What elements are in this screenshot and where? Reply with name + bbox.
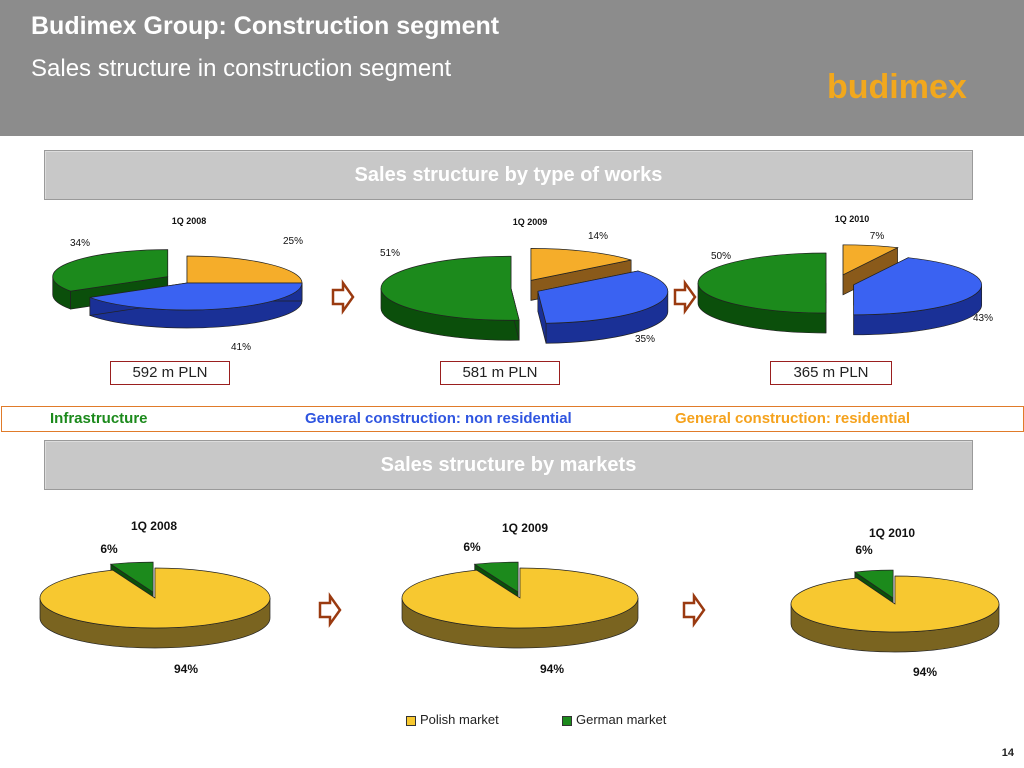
- legend-german-label: German market: [576, 712, 667, 727]
- arrow-icon: [673, 279, 697, 315]
- slice-top-german-market: [109, 561, 154, 593]
- markets-section-banner: Sales structure by markets: [44, 440, 973, 490]
- slice-top-general-construction-residential: [186, 255, 303, 284]
- total-1q2010: 365 m PLN: [770, 361, 892, 385]
- german-swatch: [562, 715, 572, 726]
- legend-german-market: German market: [562, 712, 666, 727]
- chart-title: 1Q 2009: [502, 521, 548, 535]
- arrow-icon: [318, 592, 342, 628]
- pie-chart-4: 1Q 2009 94% 6%: [401, 521, 639, 676]
- slide-header: Budimex Group: Construction segment Sale…: [0, 0, 1024, 136]
- chart-title: 1Q 2010: [835, 214, 870, 224]
- slice-top-polish-market: [39, 567, 271, 629]
- slice-top-polish-market: [790, 575, 1000, 633]
- data-label-polish-market: 94%: [540, 662, 564, 676]
- arrow-icon: [331, 279, 355, 315]
- chart-title: 1Q 2008: [131, 519, 177, 533]
- slice-top-infrastructure: [697, 252, 827, 314]
- legend-infrastructure: Infrastructure: [50, 410, 148, 427]
- chart-title: 1Q 2008: [172, 216, 207, 226]
- budimex-logo: budimex: [827, 68, 967, 106]
- data-label-general-construction-residential: 7%: [870, 231, 885, 242]
- slice-top-general-construction-non-residential: [537, 270, 669, 324]
- data-label-polish-market: 94%: [913, 665, 937, 679]
- legend-polish-label: Polish market: [420, 712, 499, 727]
- slide-subtitle: Sales structure in construction segment: [31, 55, 452, 82]
- total-1q2008: 592 m PLN: [110, 361, 230, 385]
- data-label-general-construction-non-residential: 35%: [635, 334, 655, 345]
- works-legend: Infrastructure General construction: non…: [1, 406, 1024, 432]
- slice-top-general-construction-non-residential: [89, 282, 303, 311]
- total-1q2009: 581 m PLN: [440, 361, 560, 385]
- pie-chart-5: 1Q 2010 94% 6%: [790, 526, 1000, 679]
- slide-title: Budimex Group: Construction segment: [31, 12, 500, 40]
- slice-top-general-construction-non-residential: [853, 257, 982, 316]
- slice-top-infrastructure: [380, 255, 520, 321]
- data-label-polish-market: 94%: [174, 662, 198, 676]
- pie-chart-1: 1Q 2009 14% 35% 51%: [380, 217, 669, 345]
- slice-top-infrastructure: [52, 249, 169, 292]
- data-label-general-construction-non-residential: 41%: [231, 342, 251, 353]
- slice-top-polish-market: [401, 567, 639, 629]
- pie-chart-0: 1Q 2008 25% 41% 34%: [52, 216, 303, 353]
- data-label-infrastructure: 50%: [711, 251, 731, 262]
- slice-top-german-market: [473, 561, 519, 593]
- pie-chart-3: 1Q 2008 94% 6%: [39, 519, 271, 676]
- chart-title: 1Q 2010: [869, 526, 915, 540]
- data-label-german-market: 6%: [855, 543, 873, 557]
- data-label-infrastructure: 34%: [70, 238, 90, 249]
- data-label-infrastructure: 51%: [380, 248, 400, 259]
- legend-non-residential: General construction: non residential: [305, 410, 572, 427]
- page-number: 14: [1001, 747, 1014, 759]
- slice-top-german-market: [853, 569, 894, 599]
- data-label-german-market: 6%: [100, 542, 118, 556]
- data-label-general-construction-residential: 25%: [283, 236, 303, 247]
- works-section-banner: Sales structure by type of works: [44, 150, 973, 200]
- data-label-general-construction-residential: 14%: [588, 231, 608, 242]
- polish-swatch: [406, 715, 416, 726]
- slice-top-general-construction-residential: [530, 248, 632, 281]
- legend-polish-market: Polish market: [406, 712, 499, 727]
- data-label-general-construction-non-residential: 43%: [973, 313, 993, 324]
- chart-title: 1Q 2009: [513, 217, 548, 227]
- data-label-german-market: 6%: [463, 540, 481, 554]
- legend-residential: General construction: residential: [675, 410, 911, 427]
- arrow-icon: [682, 592, 706, 628]
- slice-top-general-construction-residential: [842, 244, 899, 276]
